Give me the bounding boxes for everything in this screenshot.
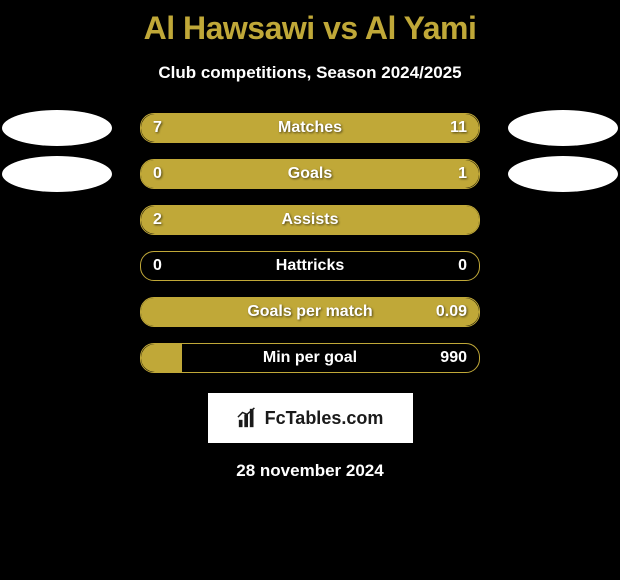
stat-label: Assists — [282, 211, 339, 229]
stat-label: Goals per match — [247, 303, 372, 321]
stat-label: Min per goal — [263, 349, 357, 367]
stat-value-right: 0 — [458, 257, 467, 275]
stat-bar: 2 Assists — [140, 205, 480, 235]
stat-value-right: 990 — [440, 349, 467, 367]
stat-row: 0.09 Goals per match — [0, 297, 620, 327]
stat-label: Goals — [288, 165, 332, 183]
stat-bar: 0 1 Goals — [140, 159, 480, 189]
stat-value-left: 2 — [153, 211, 162, 229]
page-title: Al Hawsawi vs Al Yami — [0, 10, 620, 47]
brand-badge-inner: FcTables.com — [237, 407, 384, 429]
stat-row: 2 Assists — [0, 205, 620, 235]
team-logo-left — [2, 156, 112, 192]
bars-icon — [237, 407, 259, 429]
stat-row: 7 11 Matches — [0, 113, 620, 143]
stats-area: 7 11 Matches 0 1 Goals 2 Assists 0 0 Hattricks 0.09… — [0, 113, 620, 373]
stat-bar: 990 Min per goal — [140, 343, 480, 373]
stat-value-right: 0.09 — [436, 303, 467, 321]
bar-fill-left — [141, 344, 182, 372]
stat-value-left: 0 — [153, 165, 162, 183]
brand-badge: FcTables.com — [208, 393, 413, 443]
stat-bar: 0 0 Hattricks — [140, 251, 480, 281]
team-logo-right — [508, 110, 618, 146]
stat-row: 0 1 Goals — [0, 159, 620, 189]
stat-row: 990 Min per goal — [0, 343, 620, 373]
stat-value-left: 0 — [153, 257, 162, 275]
comparison-container: Al Hawsawi vs Al Yami Club competitions,… — [0, 0, 620, 481]
stat-value-right: 11 — [450, 119, 467, 137]
stat-label: Matches — [278, 119, 342, 137]
stat-bar: 0.09 Goals per match — [140, 297, 480, 327]
page-subtitle: Club competitions, Season 2024/2025 — [0, 63, 620, 83]
stat-value-right: 1 — [458, 165, 467, 183]
stat-bar: 7 11 Matches — [140, 113, 480, 143]
stat-label: Hattricks — [276, 257, 344, 275]
team-logo-left — [2, 110, 112, 146]
stat-value-left: 7 — [153, 119, 162, 137]
brand-text: FcTables.com — [265, 408, 384, 429]
date-text: 28 november 2024 — [0, 461, 620, 481]
stat-row: 0 0 Hattricks — [0, 251, 620, 281]
team-logo-right — [508, 156, 618, 192]
